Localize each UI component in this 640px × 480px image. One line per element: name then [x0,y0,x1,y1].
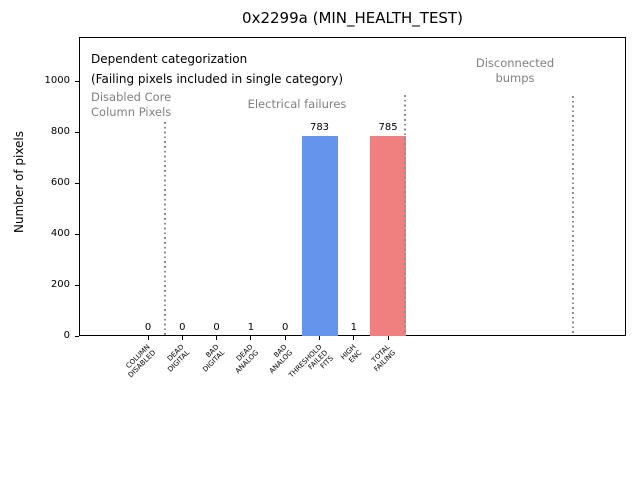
y-tick-label: 800 [50,125,70,137]
y-tick-mark [75,335,79,337]
annotation-disabled-core-column-pixels: Disabled Core Column Pixels [91,90,172,119]
bar-value-label: 1 [247,321,255,333]
plot-area [79,37,626,336]
bar-value-label: 0 [213,322,220,333]
y-tick-mark [75,284,79,286]
annotation-disconnected-bumps: Disconnected bumps [475,56,555,85]
section-separator-line [163,122,166,335]
y-tick-mark [75,233,79,235]
y-tick-mark [75,182,79,184]
y-tick-label: 0 [63,329,70,341]
annotation-failing-pixels-note: (Failing pixels included in single categ… [91,72,344,86]
y-tick-label: 1000 [44,74,70,86]
section-separator-line [403,95,406,335]
annotation-dependent-categorization: Dependent categorization [91,52,248,66]
y-tick-label: 200 [50,278,70,290]
x-tick-mark [353,336,355,340]
bar-value-label: 0 [179,322,186,333]
y-axis-label: Number of pixels [12,130,26,234]
chart-title: 0x2299a (MIN_HEALTH_TEST) [242,9,463,27]
bar-value-label: 1 [350,321,357,333]
x-tick-mark [387,336,389,340]
bar-value-label: 0 [282,322,289,333]
x-tick-mark [181,336,183,340]
x-tick-mark [216,336,218,340]
y-tick-label: 400 [50,227,70,239]
bar-value-label: 785 [378,121,398,133]
x-tick-mark [284,336,286,340]
section-separator-line [572,96,574,335]
bar-total-failing [370,135,407,336]
x-tick-mark [147,336,149,340]
bar-value-label: 0 [144,322,152,333]
y-tick-mark [75,131,79,133]
y-tick-label: 600 [50,176,70,188]
x-tick-mark [319,336,320,340]
bar-value-label: 783 [309,122,330,134]
x-tick-mark [250,336,252,340]
annotation-electrical-failures: Electrical failures [247,97,347,111]
y-tick-mark [75,80,79,82]
bar-threshold-failed-fits [301,136,338,336]
